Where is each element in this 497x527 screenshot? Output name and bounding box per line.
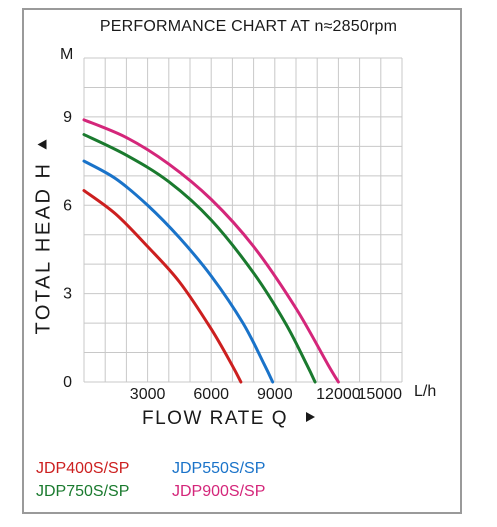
series-line-2	[82, 133, 317, 384]
legend-label-0: JDP400S/SP	[36, 460, 130, 477]
legend-label-3: JDP900S/SP	[172, 483, 266, 500]
x-tick-label: 15000	[358, 386, 403, 403]
chart-frame	[22, 8, 462, 514]
legend-item-1: JDP550S/SP	[172, 460, 265, 478]
y-tick-label: 9	[63, 109, 72, 126]
y-tick-label: 3	[63, 286, 72, 303]
series-line-1	[82, 159, 275, 384]
legend-item-2: JDP750S/SP	[36, 483, 129, 501]
x-tick-label: 12000	[316, 386, 361, 403]
y-tick-label: 6	[63, 197, 72, 214]
y-axis-unit: M	[60, 46, 74, 63]
series-line-0	[82, 189, 243, 384]
chart-title: PERFORMANCE CHART AT n≈2850rpm	[99, 18, 398, 35]
series-line-3	[82, 118, 340, 384]
right-arrow-icon	[305, 411, 315, 422]
x-tick-label: 9000	[257, 386, 293, 403]
x-tick-label: 6000	[193, 386, 229, 403]
x-axis-label-text: FLOW RATE Q	[142, 408, 288, 429]
x-axis-unit: L/h	[414, 383, 437, 400]
legend-label-1: JDP550S/SP	[172, 460, 266, 477]
x-tick-label: 3000	[130, 386, 166, 403]
x-axis-label: FLOW RATE Q	[142, 408, 315, 430]
y-tick-label: 0	[63, 374, 72, 391]
legend-label-2: JDP750S/SP	[36, 483, 130, 500]
legend-item-0: JDP400S/SP	[36, 460, 129, 478]
legend-item-3: JDP900S/SP	[172, 483, 265, 501]
